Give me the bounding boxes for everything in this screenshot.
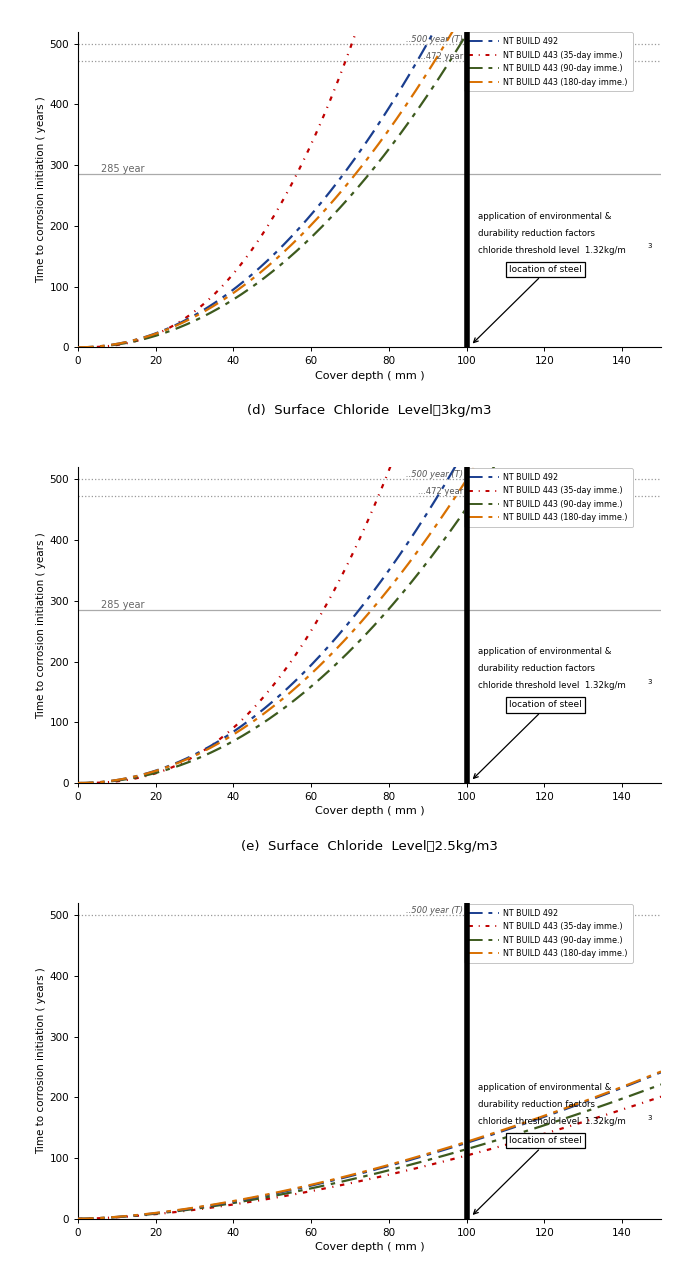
Text: chloride threshold level  1.32kg/m: chloride threshold level 1.32kg/m (479, 681, 626, 691)
Text: location of steel: location of steel (509, 265, 582, 274)
Y-axis label: Time to corrosion initiation ( years ): Time to corrosion initiation ( years ) (37, 532, 47, 719)
Text: application of environmental &: application of environmental & (479, 212, 612, 221)
X-axis label: Cover depth ( mm ): Cover depth ( mm ) (315, 370, 424, 380)
Text: location of steel: location of steel (509, 701, 582, 710)
Text: (e)  Surface  Chloride  Level：2.5kg/m3: (e) Surface Chloride Level：2.5kg/m3 (241, 840, 498, 853)
Text: 3: 3 (647, 1114, 652, 1120)
Text: 285 year: 285 year (101, 600, 145, 610)
Text: application of environmental &: application of environmental & (479, 1082, 612, 1092)
Y-axis label: Time to corrosion initiation ( years ): Time to corrosion initiation ( years ) (37, 96, 47, 283)
Text: ...472 year: ...472 year (418, 488, 463, 496)
Text: ..500 year (T): ..500 year (T) (406, 906, 463, 916)
Text: location of steel: location of steel (509, 1137, 582, 1146)
Text: (d)  Surface  Chloride  Level：3kg/m3: (d) Surface Chloride Level：3kg/m3 (247, 404, 492, 417)
Text: ..500 year (T): ..500 year (T) (406, 470, 463, 480)
X-axis label: Cover depth ( mm ): Cover depth ( mm ) (315, 1242, 424, 1252)
Text: durability reduction factors: durability reduction factors (479, 664, 595, 673)
Text: 3: 3 (647, 679, 652, 685)
Text: 285 year: 285 year (101, 164, 145, 174)
Text: ..500 year (T): ..500 year (T) (406, 34, 463, 44)
Legend: NT BUILD 492, NT BUILD 443 (35-day imme.), NT BUILD 443 (90-day imme.), NT BUILD: NT BUILD 492, NT BUILD 443 (35-day imme.… (464, 469, 633, 527)
Text: durability reduction factors: durability reduction factors (479, 229, 595, 237)
Text: ...472 year: ...472 year (418, 52, 463, 61)
Legend: NT BUILD 492, NT BUILD 443 (35-day imme.), NT BUILD 443 (90-day imme.), NT BUILD: NT BUILD 492, NT BUILD 443 (35-day imme.… (464, 33, 633, 91)
X-axis label: Cover depth ( mm ): Cover depth ( mm ) (315, 806, 424, 816)
Text: 3: 3 (647, 244, 652, 249)
Y-axis label: Time to corrosion initiation ( years ): Time to corrosion initiation ( years ) (37, 967, 47, 1154)
Text: application of environmental &: application of environmental & (479, 647, 612, 657)
Text: chloride threshold level  1.32kg/m: chloride threshold level 1.32kg/m (479, 245, 626, 255)
Text: chloride threshold level  1.32kg/m: chloride threshold level 1.32kg/m (479, 1116, 626, 1127)
Text: durability reduction factors: durability reduction factors (479, 1100, 595, 1109)
Legend: NT BUILD 492, NT BUILD 443 (35-day imme.), NT BUILD 443 (90-day imme.), NT BUILD: NT BUILD 492, NT BUILD 443 (35-day imme.… (464, 904, 633, 962)
